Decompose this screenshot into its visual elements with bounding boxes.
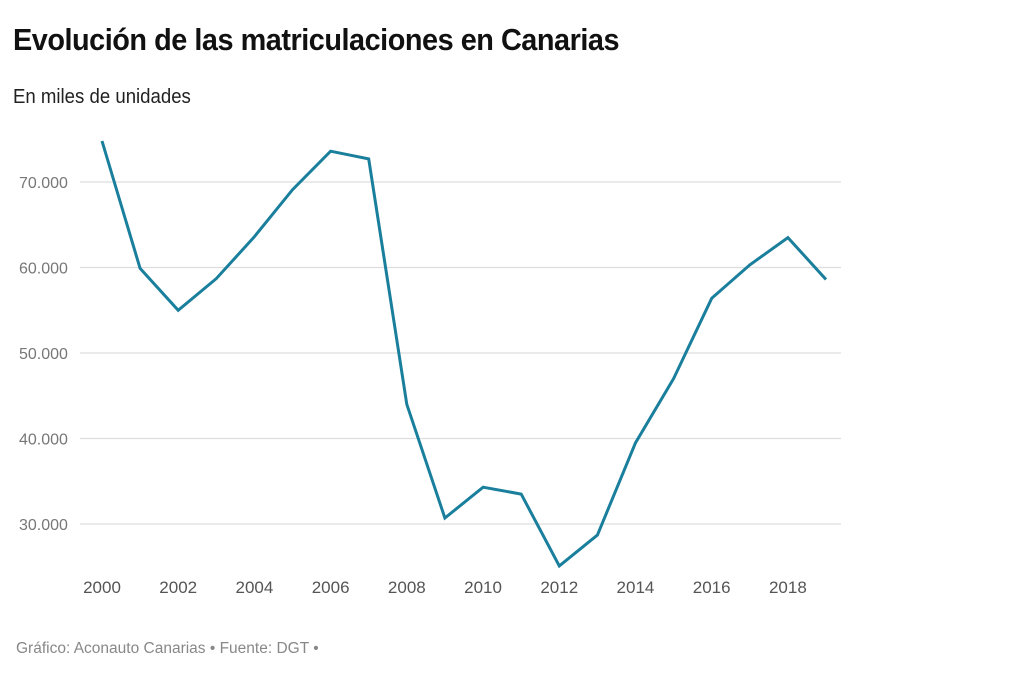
data-point bbox=[672, 377, 675, 380]
series-layer bbox=[100, 139, 828, 569]
x-tick-label: 2008 bbox=[388, 578, 426, 597]
series-line bbox=[100, 140, 828, 569]
data-point bbox=[748, 263, 751, 266]
x-tick-label: 2018 bbox=[769, 578, 807, 597]
x-tick-label: 2016 bbox=[693, 578, 731, 597]
data-point bbox=[443, 517, 446, 520]
data-point bbox=[405, 403, 408, 406]
x-tick-label: 2006 bbox=[312, 578, 350, 597]
data-point bbox=[139, 267, 142, 270]
data-point bbox=[634, 441, 637, 444]
x-tick-label: 2012 bbox=[540, 578, 578, 597]
data-point bbox=[329, 150, 332, 153]
data-point bbox=[367, 157, 370, 160]
data-point bbox=[558, 564, 561, 567]
y-tick-label: 50.000 bbox=[19, 346, 68, 363]
x-tick-label: 2000 bbox=[83, 578, 121, 597]
data-point bbox=[215, 277, 218, 280]
data-point bbox=[482, 486, 485, 489]
y-tick-label: 30.000 bbox=[19, 517, 68, 534]
x-tick-label: 2014 bbox=[617, 578, 655, 597]
x-axis: 2000 2002 2004 2006 2008 2010 2012 2014 2016 2018 bbox=[83, 578, 807, 597]
data-point bbox=[101, 139, 104, 142]
data-point bbox=[710, 297, 713, 300]
x-tick-label: 2010 bbox=[464, 578, 502, 597]
x-tick-label: 2002 bbox=[159, 578, 197, 597]
chart-subtitle: En miles de unidades bbox=[13, 86, 191, 108]
x-tick-label: 2004 bbox=[236, 578, 274, 597]
y-axis: 30.000 40.000 50.000 60.000 70.000 bbox=[19, 175, 68, 534]
data-point bbox=[177, 309, 180, 312]
y-tick-label: 40.000 bbox=[19, 432, 68, 449]
grid-layer bbox=[80, 181, 841, 525]
chart-title: Evolución de las matriculaciones en Cana… bbox=[13, 22, 620, 57]
data-point bbox=[786, 236, 789, 239]
source-credit: Gráfico: Aconauto Canarias • Fuente: DGT… bbox=[16, 640, 319, 657]
data-point bbox=[291, 188, 294, 191]
data-point bbox=[520, 493, 523, 496]
y-tick-label: 70.000 bbox=[19, 175, 68, 192]
data-point bbox=[596, 534, 599, 537]
data-point bbox=[825, 278, 828, 281]
data-point bbox=[253, 235, 256, 238]
y-tick-label: 60.000 bbox=[19, 261, 68, 278]
